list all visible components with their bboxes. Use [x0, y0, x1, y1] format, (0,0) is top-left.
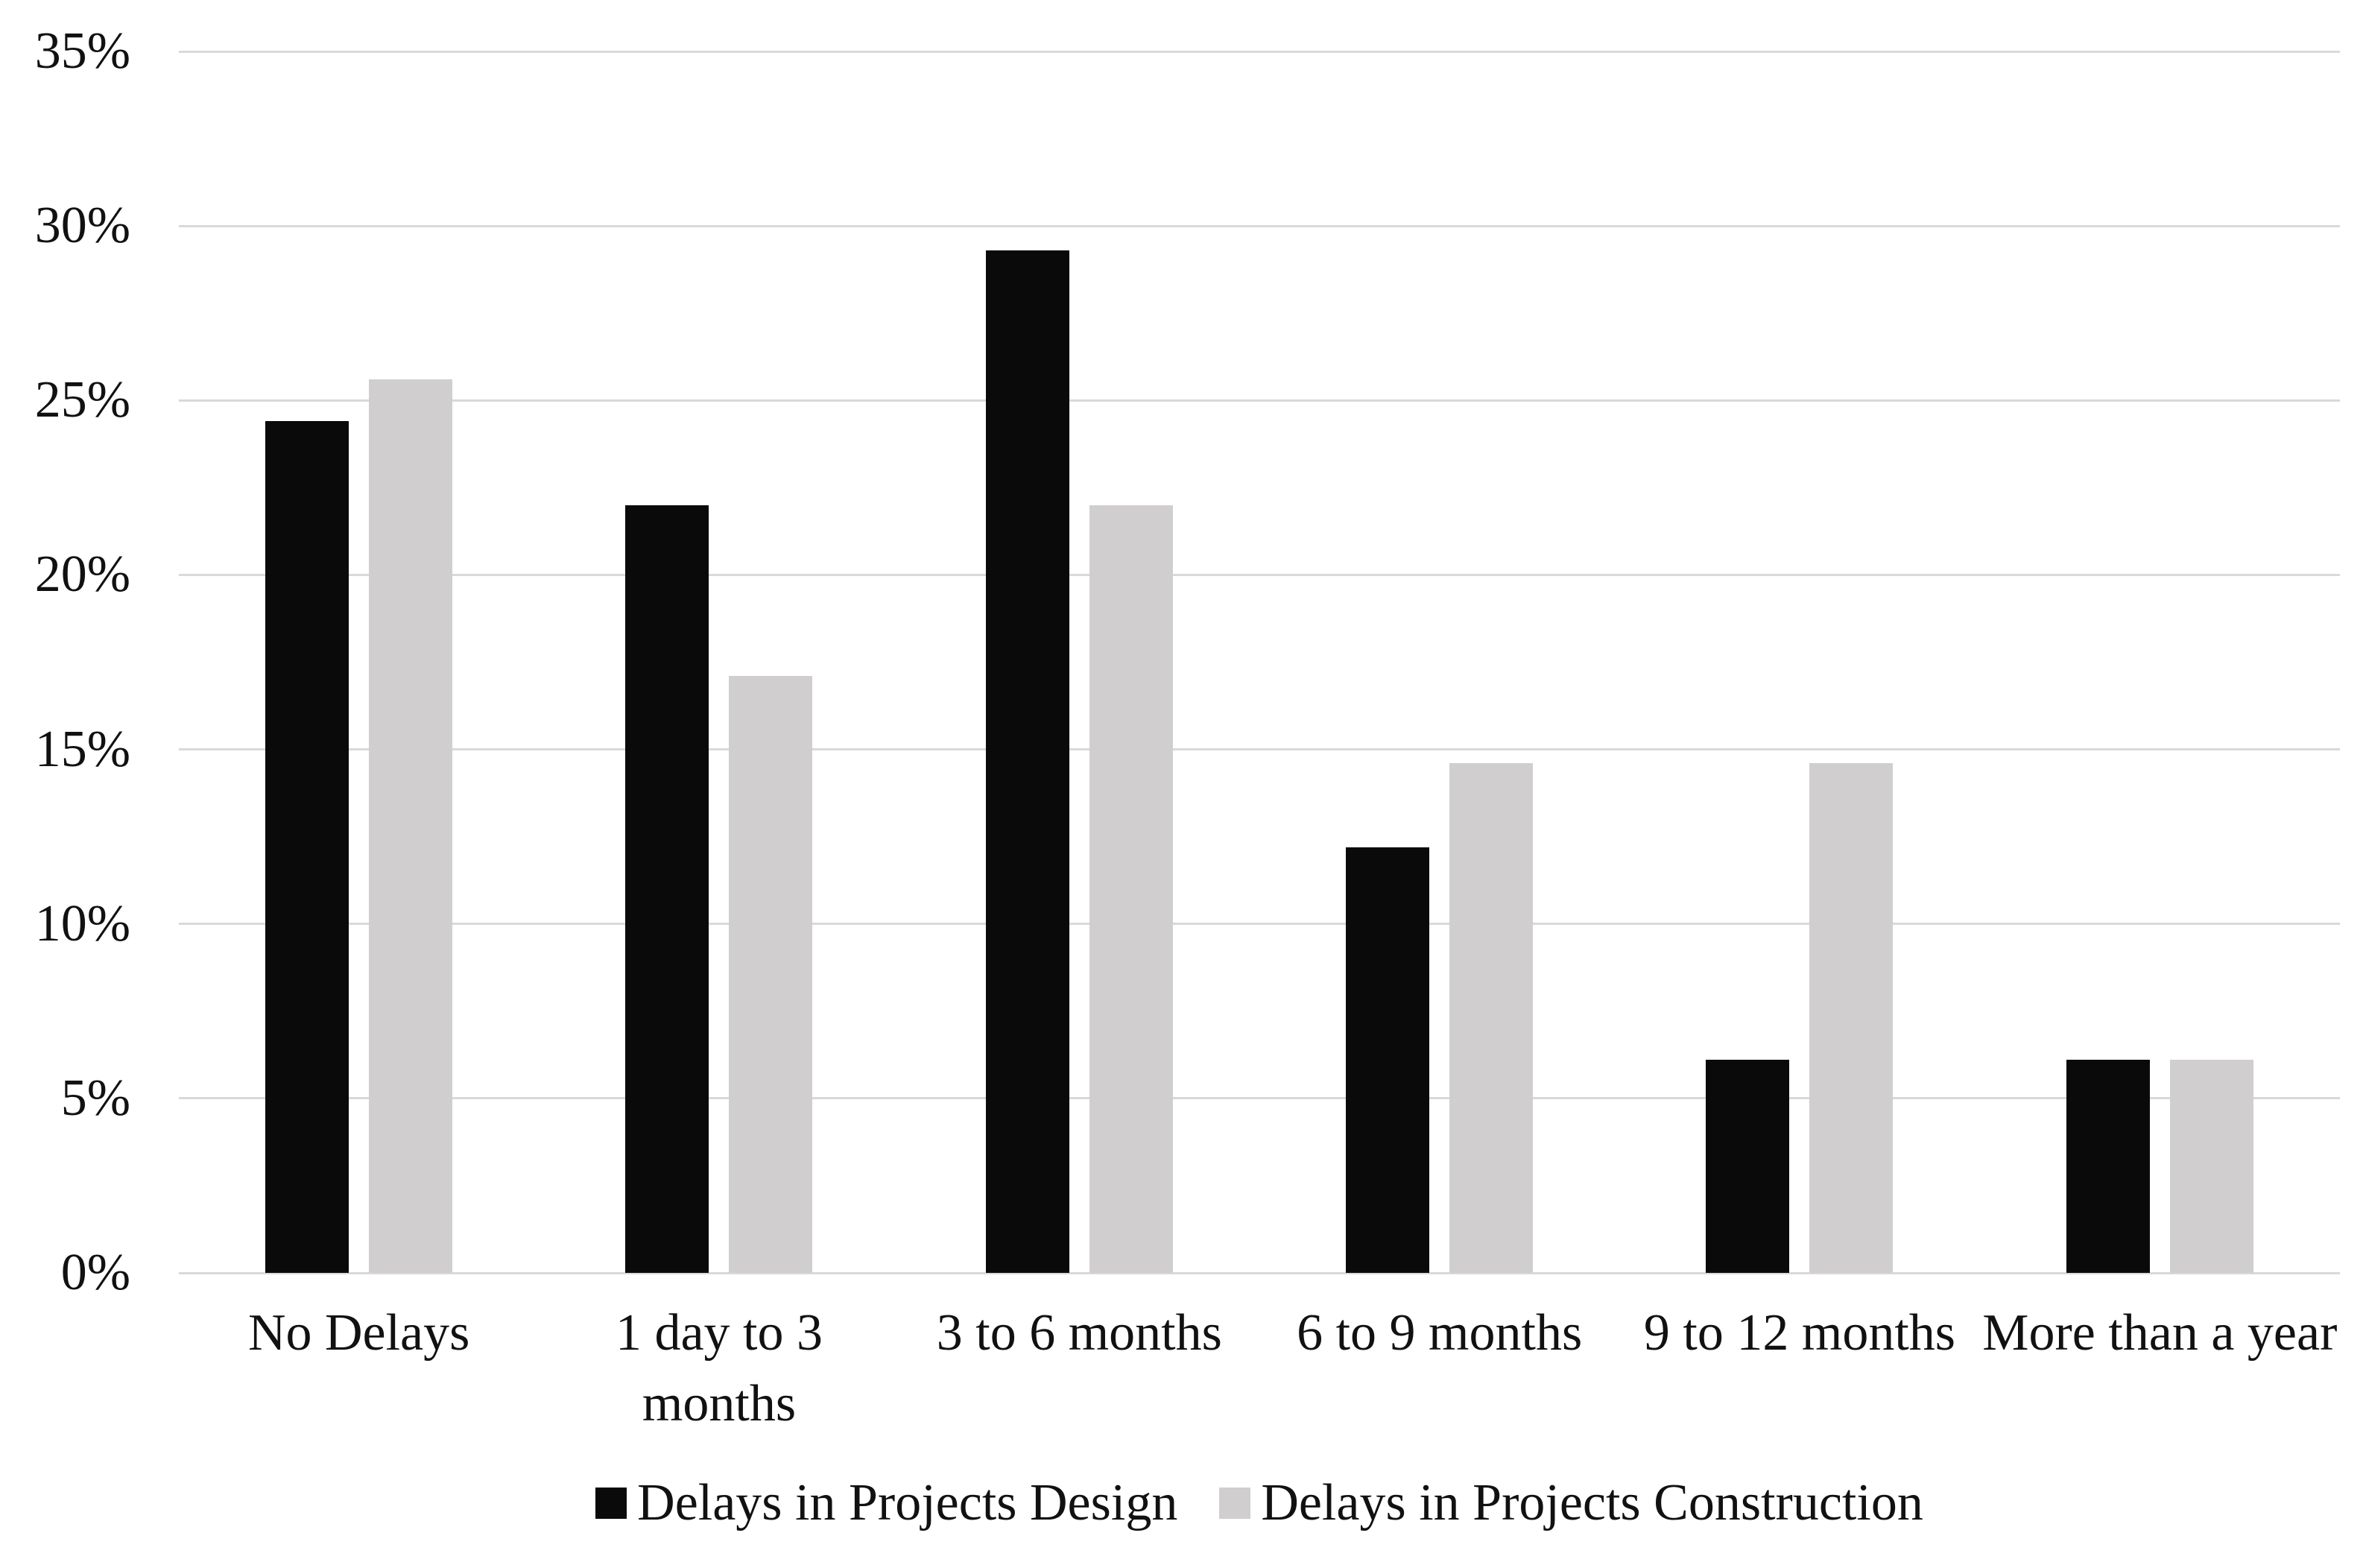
bar-group: [1619, 51, 1979, 1273]
bar-group: [179, 51, 539, 1273]
x-axis: No Delays 1 day to 3 months 3 to 6 months 6…: [179, 1298, 2340, 1439]
bar-design: [265, 421, 349, 1273]
y-tick-label: 30%: [34, 197, 130, 255]
y-tick-label: 5%: [60, 1069, 130, 1127]
legend: Delays in Projects Design Delays in Proje…: [179, 1477, 2340, 1529]
legend-color-swatch: [595, 1488, 627, 1519]
x-tick-label: 6 to 9 months: [1297, 1304, 1583, 1362]
bar-design: [625, 505, 709, 1273]
y-axis: 35% 30% 25% 20% 15% 10% 5% 0%: [0, 25, 130, 1299]
gridline: [179, 399, 2340, 402]
y-tick-label: 25%: [34, 371, 130, 429]
legend-item-construction: Delays in Projects Construction: [1219, 1477, 1923, 1529]
legend-item-design: Delays in Projects Design: [595, 1477, 1177, 1529]
bar-design: [985, 250, 1069, 1273]
bar-design: [2066, 1060, 2150, 1273]
bar-group: [899, 51, 1259, 1273]
x-tick-label: 1 day to 3 months: [615, 1304, 823, 1432]
legend-color-swatch: [1219, 1488, 1251, 1519]
bar-construction: [1089, 505, 1173, 1273]
legend-label: Delays in Projects Construction: [1261, 1474, 1923, 1531]
bar-group: [539, 51, 899, 1273]
y-tick-label: 0%: [60, 1244, 130, 1301]
gridline: [179, 224, 2340, 227]
legend-label: Delays in Projects Design: [637, 1474, 1178, 1531]
gridline: [179, 1097, 2340, 1100]
bar-group: [1980, 51, 2340, 1273]
y-tick-label: 10%: [34, 894, 130, 952]
bar-construction: [2169, 1060, 2253, 1273]
bar-design: [1346, 847, 1430, 1273]
y-tick-label: 20%: [34, 546, 130, 604]
bar-group: [1259, 51, 1619, 1273]
y-tick-label: 35%: [34, 22, 130, 80]
bar-design: [1706, 1060, 1790, 1273]
gridline: [179, 923, 2340, 926]
plot-area: [179, 50, 2340, 1274]
gridline: [179, 748, 2340, 751]
x-axis-line: [179, 1271, 2340, 1274]
bar-construction: [1809, 763, 1894, 1273]
x-tick-label: More than a year: [1982, 1304, 2338, 1362]
bar-construction: [369, 379, 453, 1273]
bar-construction: [1449, 763, 1534, 1273]
x-tick-label: No Delays: [247, 1304, 470, 1362]
x-tick-label: 9 to 12 months: [1643, 1304, 1956, 1362]
bar-construction: [729, 676, 813, 1273]
gridline: [179, 573, 2340, 576]
gridline: [179, 50, 2340, 53]
x-tick-label: 3 to 6 months: [936, 1304, 1222, 1362]
y-tick-label: 15%: [34, 720, 130, 778]
